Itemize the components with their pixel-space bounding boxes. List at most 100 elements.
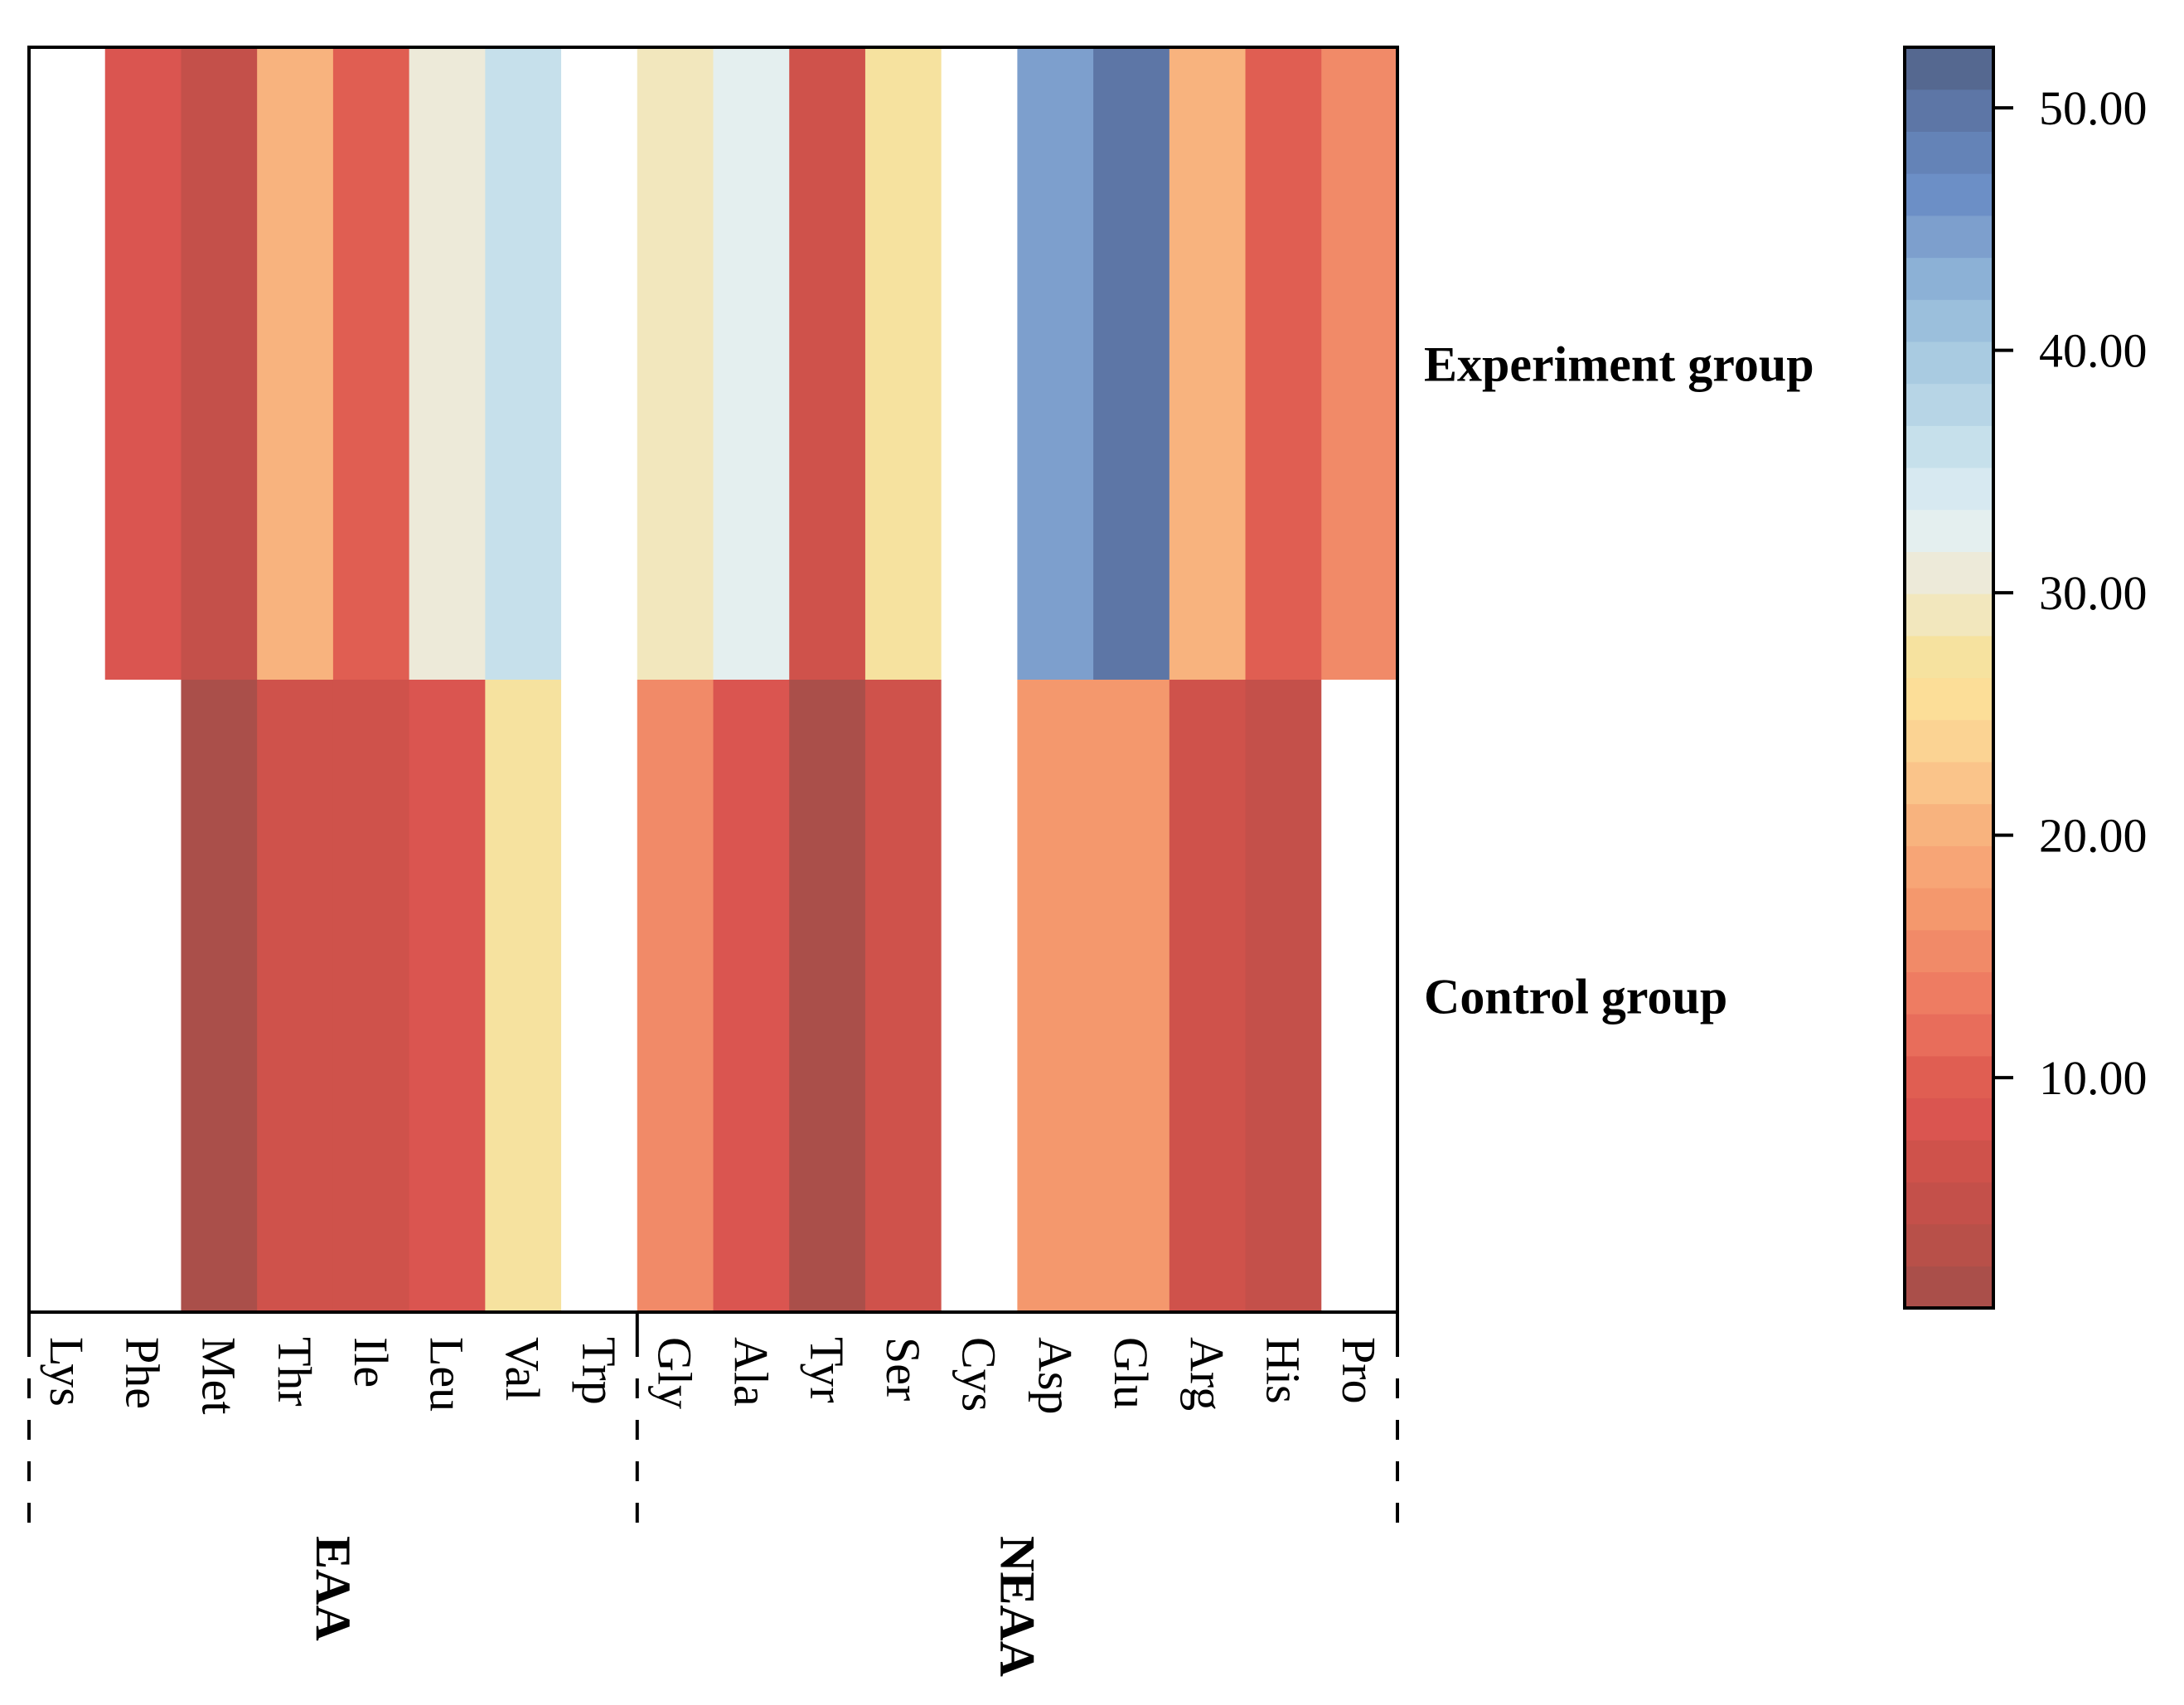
heatmap-cell <box>713 47 790 681</box>
colorbar-segment <box>1905 761 1993 805</box>
x-tick-label: Asp <box>1028 1337 1082 1414</box>
heatmap-cell <box>561 47 638 681</box>
heatmap-cell <box>104 680 182 1313</box>
colorbar: 10.00 20.00 30.00 40.00 50.00 <box>1903 46 2148 1310</box>
x-tick-label: Ser <box>876 1337 930 1401</box>
colorbar-segment <box>1905 971 1993 1015</box>
plot-frame <box>27 46 1399 1314</box>
x-tick-label: Glu <box>1104 1337 1158 1409</box>
x-tick-label: Phe <box>116 1337 170 1409</box>
heatmap-cell <box>1321 47 1398 681</box>
colorbar-tick-label: 10.00 <box>2039 1051 2148 1105</box>
colorbar-segment <box>1905 173 1993 216</box>
x-tick-label: Val <box>496 1337 550 1401</box>
colorbar-tick-label: 20.00 <box>2039 809 2148 863</box>
colorbar-segment <box>1905 299 1993 342</box>
heatmap-cell <box>332 47 410 681</box>
colorbar-segment <box>1905 1181 1993 1225</box>
colorbar-segment <box>1905 551 1993 594</box>
colorbar-tick-label: 30.00 <box>2039 566 2148 620</box>
colorbar-segment <box>1905 467 1993 511</box>
heatmap-cell <box>941 47 1018 681</box>
colorbar-segment <box>1905 215 1993 259</box>
row-label: Experiment group <box>1424 337 1814 392</box>
heatmap-cells <box>29 47 1398 1313</box>
x-axis: Lys Phe Met Thr Ile Leu Val Trp Gly Ala Tyr Ser Cys A… <box>27 1312 1399 1532</box>
x-tick-label: Gly <box>648 1337 702 1409</box>
x-tick-label: Arg <box>1180 1337 1234 1411</box>
heatmap-cell <box>789 680 866 1313</box>
heatmap-cell <box>637 680 714 1313</box>
colorbar-segment <box>1905 1266 1993 1309</box>
heatmap-cell <box>485 680 562 1313</box>
x-tick-label: Thr <box>268 1337 322 1407</box>
colorbar-tick-label: 50.00 <box>2039 81 2148 135</box>
x-tick-label: Trp <box>572 1337 626 1405</box>
x-tick-label: Lys <box>40 1337 94 1407</box>
x-tick-label: His <box>1256 1337 1310 1404</box>
colorbar-segment <box>1905 383 1993 426</box>
x-tick-label: Met <box>191 1337 245 1414</box>
heatmap-cell <box>1245 680 1322 1313</box>
colorbar-segment <box>1905 1140 1993 1183</box>
colorbar-tick-label: 40.00 <box>2039 324 2148 378</box>
colorbar-segment <box>1905 803 1993 846</box>
colorbar-segment <box>1905 341 1993 385</box>
heatmap-cell <box>257 47 334 681</box>
colorbar-segment <box>1905 509 1993 552</box>
x-tick-label: Tyr <box>800 1337 854 1403</box>
heatmap-cell <box>257 680 334 1313</box>
heatmap-cell <box>561 680 638 1313</box>
colorbar-segment <box>1905 89 1993 132</box>
heatmap-cell <box>409 47 486 681</box>
heatmap-cell <box>1169 680 1247 1313</box>
heatmap-cell <box>181 680 258 1313</box>
colorbar-segment <box>1905 131 1993 174</box>
heatmap-cell <box>332 680 410 1313</box>
heatmap-cell <box>713 680 790 1313</box>
x-tick-label: Leu <box>419 1337 473 1412</box>
colorbar-segment <box>1905 1223 1993 1267</box>
heatmap-cell <box>864 680 942 1313</box>
x-tick-label: Pro <box>1332 1337 1386 1404</box>
colorbar-segment <box>1905 47 1993 90</box>
group-label: NEAA <box>990 1536 1044 1677</box>
heatmap-cell <box>637 47 714 681</box>
heatmap-cell <box>1017 47 1094 681</box>
colorbar-segment <box>1905 677 1993 720</box>
heatmap-cell <box>941 680 1018 1313</box>
x-tick-label: Ile <box>344 1337 398 1388</box>
colorbar-segment <box>1905 257 1993 300</box>
heatmap-cell <box>1093 47 1170 681</box>
heatmap-cell <box>1169 47 1247 681</box>
colorbar-frame <box>1903 46 1995 1310</box>
colorbar-segment <box>1905 635 1993 679</box>
heatmap-cell <box>485 47 562 681</box>
heatmap-cell <box>1245 47 1322 681</box>
heatmap-cell <box>789 47 866 681</box>
heatmap-cell <box>864 47 942 681</box>
colorbar-segment <box>1905 425 1993 468</box>
colorbar-segment <box>1905 719 1993 763</box>
colorbar-segment <box>1905 845 1993 889</box>
group-label: EAA <box>306 1536 361 1641</box>
x-tick-label: Cys <box>952 1337 1006 1412</box>
colorbar-segment <box>1905 888 1993 931</box>
colorbar-segment <box>1905 1097 1993 1141</box>
colorbar-segment <box>1905 929 1993 972</box>
x-tick-label: Ala <box>724 1337 777 1407</box>
colorbar-segment <box>1905 1014 1993 1057</box>
heatmap-cell <box>29 680 106 1313</box>
heatmap-cell <box>181 47 258 681</box>
heatmap-cell <box>1321 680 1398 1313</box>
heatmap-cell <box>1093 680 1170 1313</box>
colorbar-segment <box>1905 593 1993 637</box>
heatmap-cell <box>104 47 182 681</box>
row-labels: Experiment group Control group <box>1424 337 1814 1024</box>
heatmap-cell <box>29 47 106 681</box>
row-label: Control group <box>1424 970 1727 1024</box>
heatmap-cell <box>1017 680 1094 1313</box>
group-labels: EAA NEAA <box>306 1536 1045 1677</box>
colorbar-segment <box>1905 1055 1993 1099</box>
